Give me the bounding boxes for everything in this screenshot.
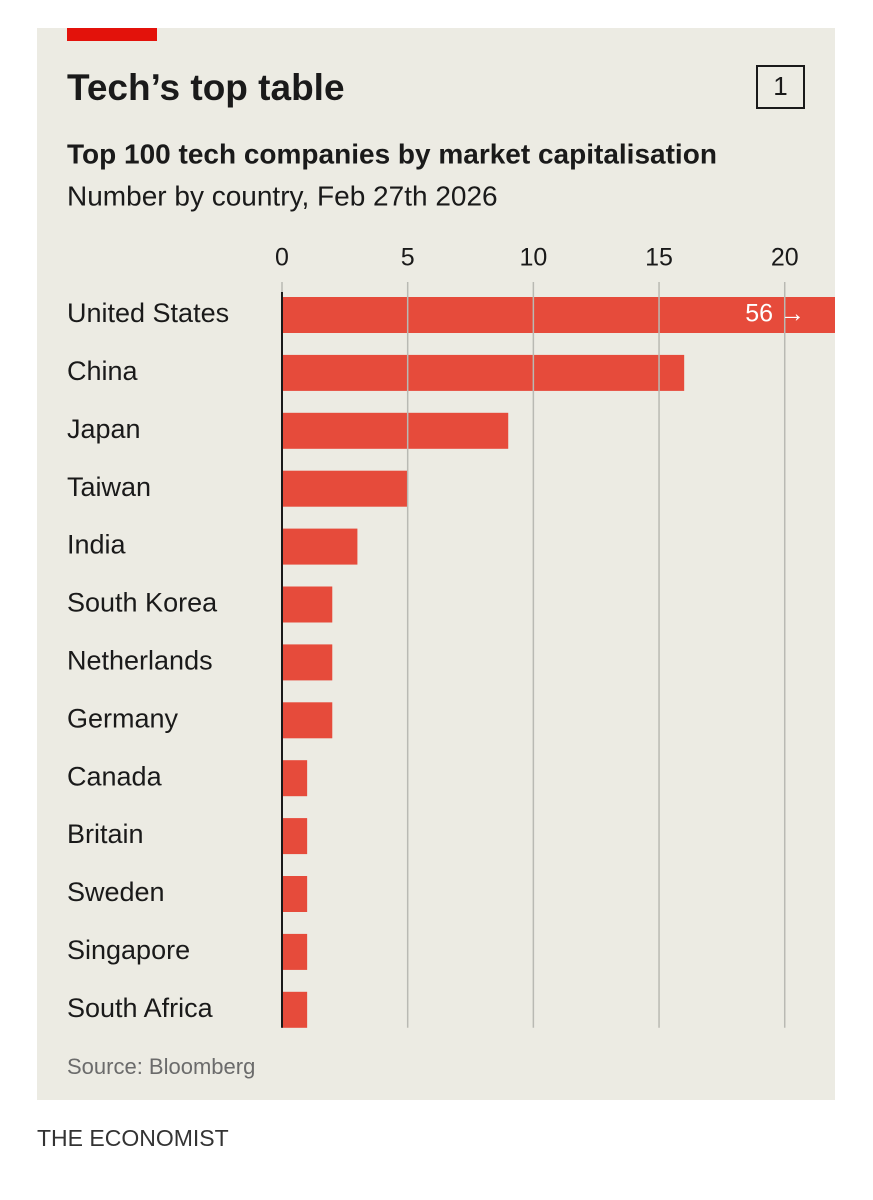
y-tick-label: South Korea — [67, 588, 218, 618]
y-tick-label: Sweden — [67, 877, 165, 907]
bar — [282, 297, 835, 333]
chart-number: 1 — [773, 71, 787, 101]
x-tick-label: 20 — [771, 244, 799, 272]
y-tick-label: Taiwan — [67, 472, 151, 502]
bar — [282, 354, 685, 391]
bar — [282, 818, 308, 855]
bar — [282, 470, 408, 507]
bar — [282, 528, 358, 565]
y-tick-label: China — [67, 356, 139, 386]
y-tick-label: Singapore — [67, 935, 190, 965]
y-tick-label: South Africa — [67, 993, 214, 1023]
red-tab — [67, 28, 157, 41]
x-tick-label: 10 — [519, 244, 547, 272]
y-tick-label: Japan — [67, 414, 141, 444]
chart-title: Tech’s top table — [67, 67, 345, 108]
source: Source: Bloomberg — [67, 1054, 255, 1079]
panel — [37, 28, 835, 1100]
y-tick-label: Canada — [67, 761, 163, 791]
bar — [282, 991, 308, 1028]
bar — [282, 644, 333, 681]
bar — [282, 760, 308, 797]
y-tick-label: United States — [67, 298, 229, 328]
y-tick-label: Britain — [67, 819, 144, 849]
value-label: 56 → — [745, 300, 805, 328]
x-tick-label: 15 — [645, 244, 673, 272]
y-tick-label: Germany — [67, 703, 179, 733]
subtitle: Top 100 tech companies by market capital… — [67, 138, 717, 169]
y-tick-label: India — [67, 530, 127, 560]
description: Number by country, Feb 27th 2026 — [67, 180, 498, 211]
bar — [282, 876, 308, 912]
publisher: THE ECONOMIST — [37, 1125, 229, 1151]
y-tick-label: Netherlands — [67, 646, 213, 676]
chart-number-box — [756, 65, 805, 109]
bar — [282, 586, 333, 623]
bar — [282, 702, 333, 739]
bar — [282, 412, 509, 449]
x-tick-label: 0 — [275, 244, 289, 272]
x-tick-label: 5 — [401, 244, 415, 272]
bar — [282, 933, 308, 970]
